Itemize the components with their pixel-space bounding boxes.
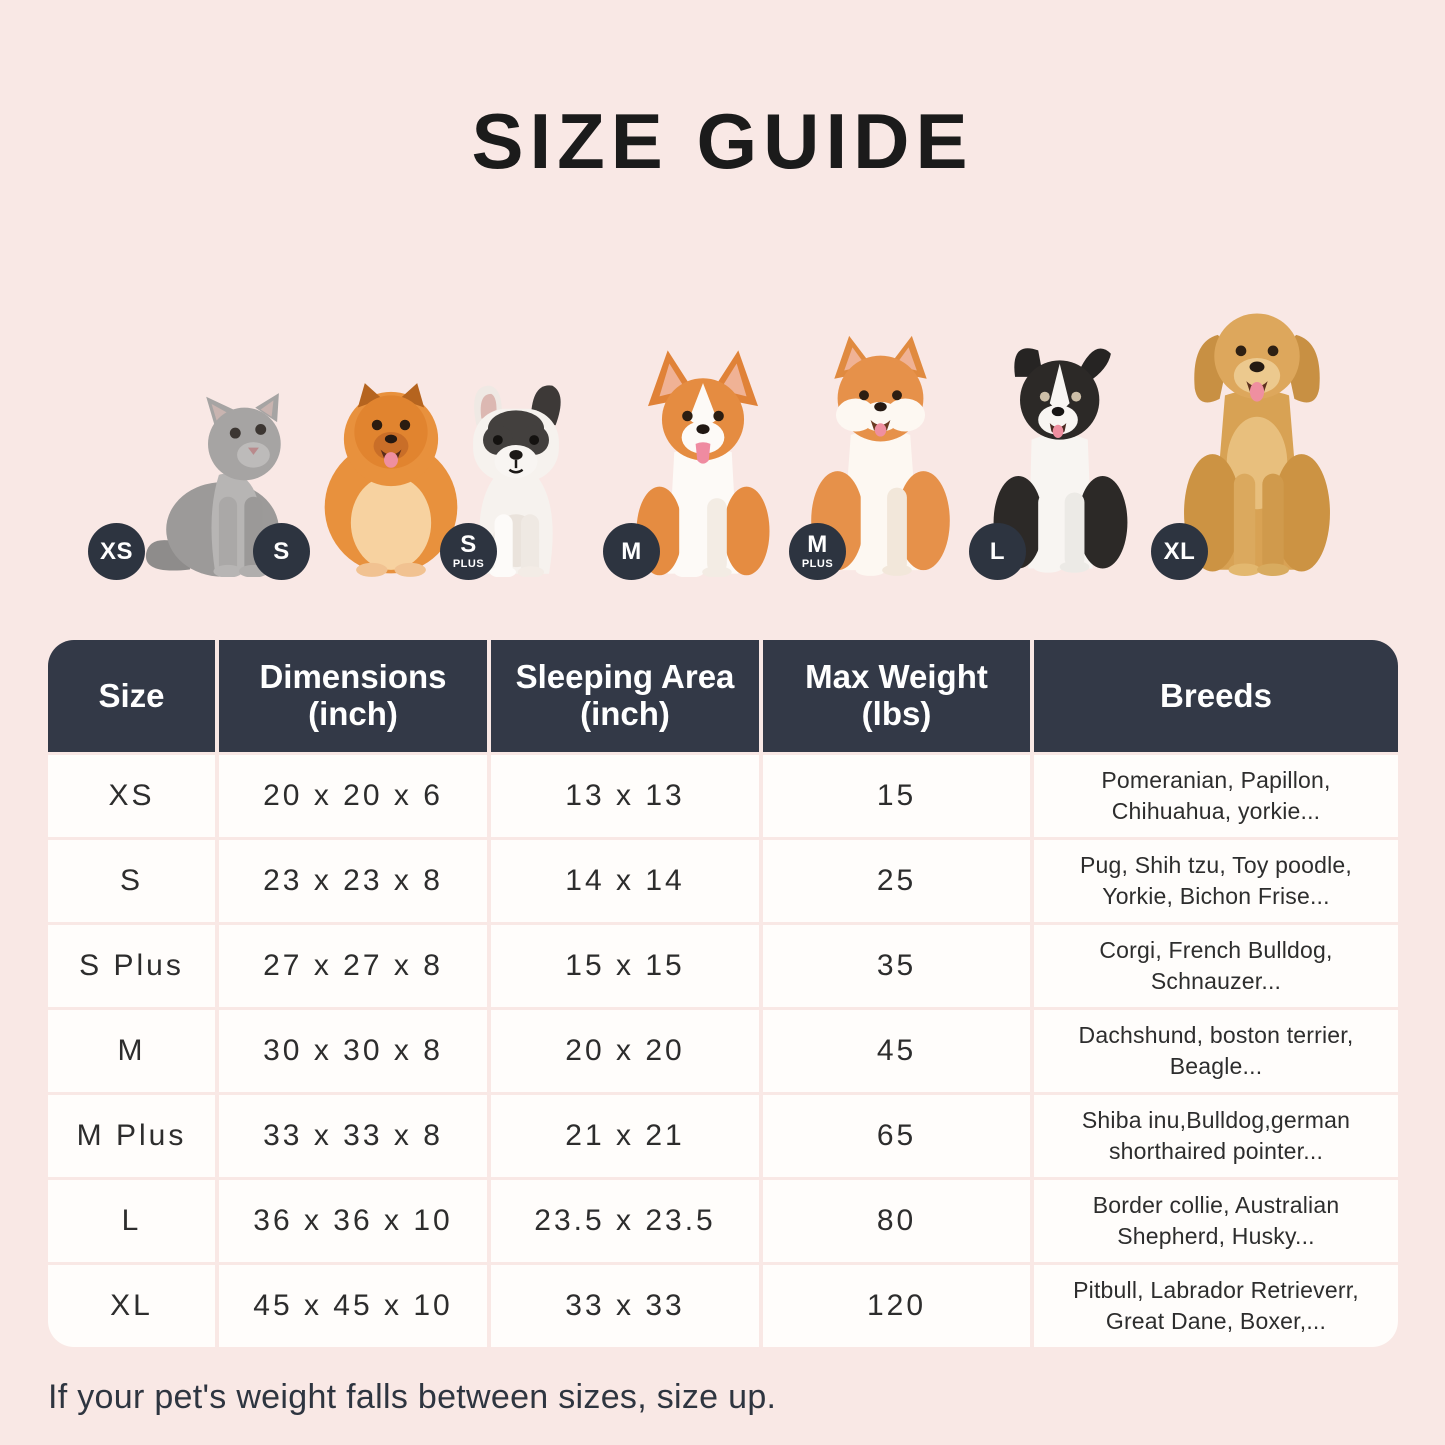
cell-area: 23.5 x 23.5 bbox=[491, 1180, 759, 1262]
size-badge-s: S bbox=[253, 523, 310, 580]
cell-area: 33 x 33 bbox=[491, 1265, 759, 1347]
cell-dimensions: 33 x 33 x 8 bbox=[219, 1095, 487, 1177]
size-table: Size Dimensions (inch) Sleeping Area (inch… bbox=[48, 640, 1398, 1347]
cell-breeds: Pitbull, Labrador Retrieverr, Great Dane… bbox=[1034, 1265, 1398, 1347]
cell-area: 14 x 14 bbox=[491, 840, 759, 922]
sizing-footnote: If your pet's weight falls between sizes… bbox=[48, 1378, 777, 1416]
shiba-inu-image bbox=[811, 335, 950, 576]
col-header-size: Size bbox=[48, 640, 215, 752]
cell-size: L bbox=[48, 1180, 215, 1262]
cell-dimensions: 23 x 23 x 8 bbox=[219, 840, 487, 922]
size-badge-l: L bbox=[969, 523, 1026, 580]
cell-weight: 15 bbox=[763, 755, 1030, 837]
cell-area: 15 x 15 bbox=[491, 925, 759, 1007]
cell-breeds: Border collie, Australian Shepherd, Husk… bbox=[1034, 1180, 1398, 1262]
cell-size: XS bbox=[48, 755, 215, 837]
cell-weight: 35 bbox=[763, 925, 1030, 1007]
cell-dimensions: 36 x 36 x 10 bbox=[219, 1180, 487, 1262]
size-badge-s-plus: S PLUS bbox=[440, 523, 497, 580]
animal-size-lineup: XS S S PLUS M M PLUS L XL bbox=[0, 285, 1445, 580]
cell-dimensions: 45 x 45 x 10 bbox=[219, 1265, 487, 1347]
size-badge-xl: XL bbox=[1151, 523, 1208, 580]
cell-dimensions: 20 x 20 x 6 bbox=[219, 755, 487, 837]
cell-size: XL bbox=[48, 1265, 215, 1347]
size-badge-xs: XS bbox=[88, 523, 145, 580]
cell-area: 20 x 20 bbox=[491, 1010, 759, 1092]
page-title: SIZE GUIDE bbox=[471, 97, 974, 185]
cell-size: M bbox=[48, 1010, 215, 1092]
french-bulldog-image bbox=[473, 385, 561, 577]
cat-image bbox=[145, 393, 281, 577]
cell-dimensions: 27 x 27 x 8 bbox=[219, 925, 487, 1007]
cell-size: S Plus bbox=[48, 925, 215, 1007]
cell-size: M Plus bbox=[48, 1095, 215, 1177]
cell-size: S bbox=[48, 840, 215, 922]
cell-weight: 45 bbox=[763, 1010, 1030, 1092]
cell-breeds: Corgi, French Bulldog, Schnauzer... bbox=[1034, 925, 1398, 1007]
cell-area: 21 x 21 bbox=[491, 1095, 759, 1177]
cell-weight: 80 bbox=[763, 1180, 1030, 1262]
col-header-breeds: Breeds bbox=[1034, 640, 1398, 752]
cell-breeds: Pug, Shih tzu, Toy poodle, Yorkie, Bicho… bbox=[1034, 840, 1398, 922]
col-header-sleeping-area: Sleeping Area (inch) bbox=[491, 640, 759, 752]
pomeranian-image bbox=[324, 383, 458, 577]
golden-retriever-image bbox=[1184, 313, 1330, 577]
col-header-max-weight: Max Weight (lbs) bbox=[763, 640, 1030, 752]
cell-breeds: Shiba inu,Bulldog,german shorthaired poi… bbox=[1034, 1095, 1398, 1177]
corgi-image bbox=[636, 350, 770, 577]
size-badge-m-plus: M PLUS bbox=[789, 523, 846, 580]
size-badge-m: M bbox=[603, 523, 660, 580]
cell-weight: 65 bbox=[763, 1095, 1030, 1177]
cell-weight: 25 bbox=[763, 840, 1030, 922]
col-header-dimensions: Dimensions (inch) bbox=[219, 640, 487, 752]
cell-dimensions: 30 x 30 x 8 bbox=[219, 1010, 487, 1092]
cell-weight: 120 bbox=[763, 1265, 1030, 1347]
border-collie-image bbox=[993, 348, 1128, 573]
cell-breeds: Dachshund, boston terrier, Beagle... bbox=[1034, 1010, 1398, 1092]
cell-breeds: Pomeranian, Papillon, Chihuahua, yorkie.… bbox=[1034, 755, 1398, 837]
cell-area: 13 x 13 bbox=[491, 755, 759, 837]
